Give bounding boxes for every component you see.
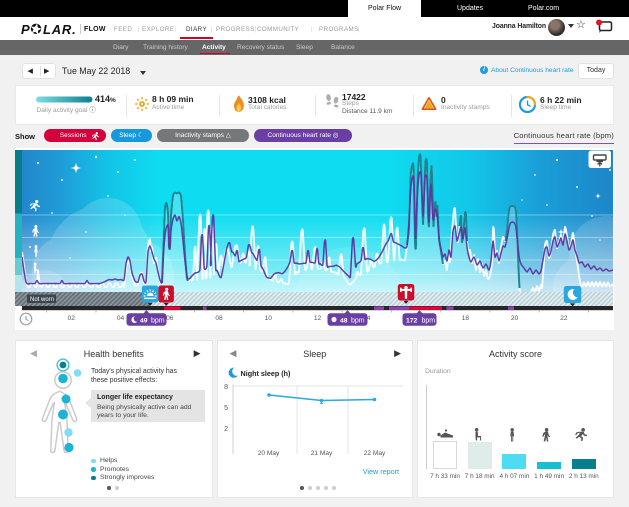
svg-text:18: 18 bbox=[462, 315, 470, 322]
svg-text:bpm: bpm bbox=[151, 318, 165, 325]
svg-text:10: 10 bbox=[265, 315, 273, 322]
svg-text:22: 22 bbox=[560, 315, 568, 322]
svg-text:04: 04 bbox=[117, 315, 125, 322]
svg-text:8: 8 bbox=[224, 384, 228, 391]
svg-text:Not worn: Not worn bbox=[30, 297, 54, 303]
svg-text:48: 48 bbox=[340, 318, 348, 325]
svg-text:2: 2 bbox=[224, 426, 228, 433]
svg-text:12: 12 bbox=[314, 315, 322, 322]
svg-text:bpm: bpm bbox=[422, 318, 436, 325]
svg-text:P: P bbox=[21, 22, 30, 37]
svg-text:bpm: bpm bbox=[351, 318, 365, 325]
svg-text:02: 02 bbox=[68, 315, 76, 322]
svg-text:5: 5 bbox=[224, 405, 228, 412]
svg-text:08: 08 bbox=[215, 315, 223, 322]
svg-text:20: 20 bbox=[511, 315, 519, 322]
svg-text:172: 172 bbox=[406, 318, 418, 325]
svg-text:49: 49 bbox=[140, 318, 148, 325]
svg-text:LAR.: LAR. bbox=[43, 22, 77, 37]
svg-text:06: 06 bbox=[166, 315, 174, 322]
